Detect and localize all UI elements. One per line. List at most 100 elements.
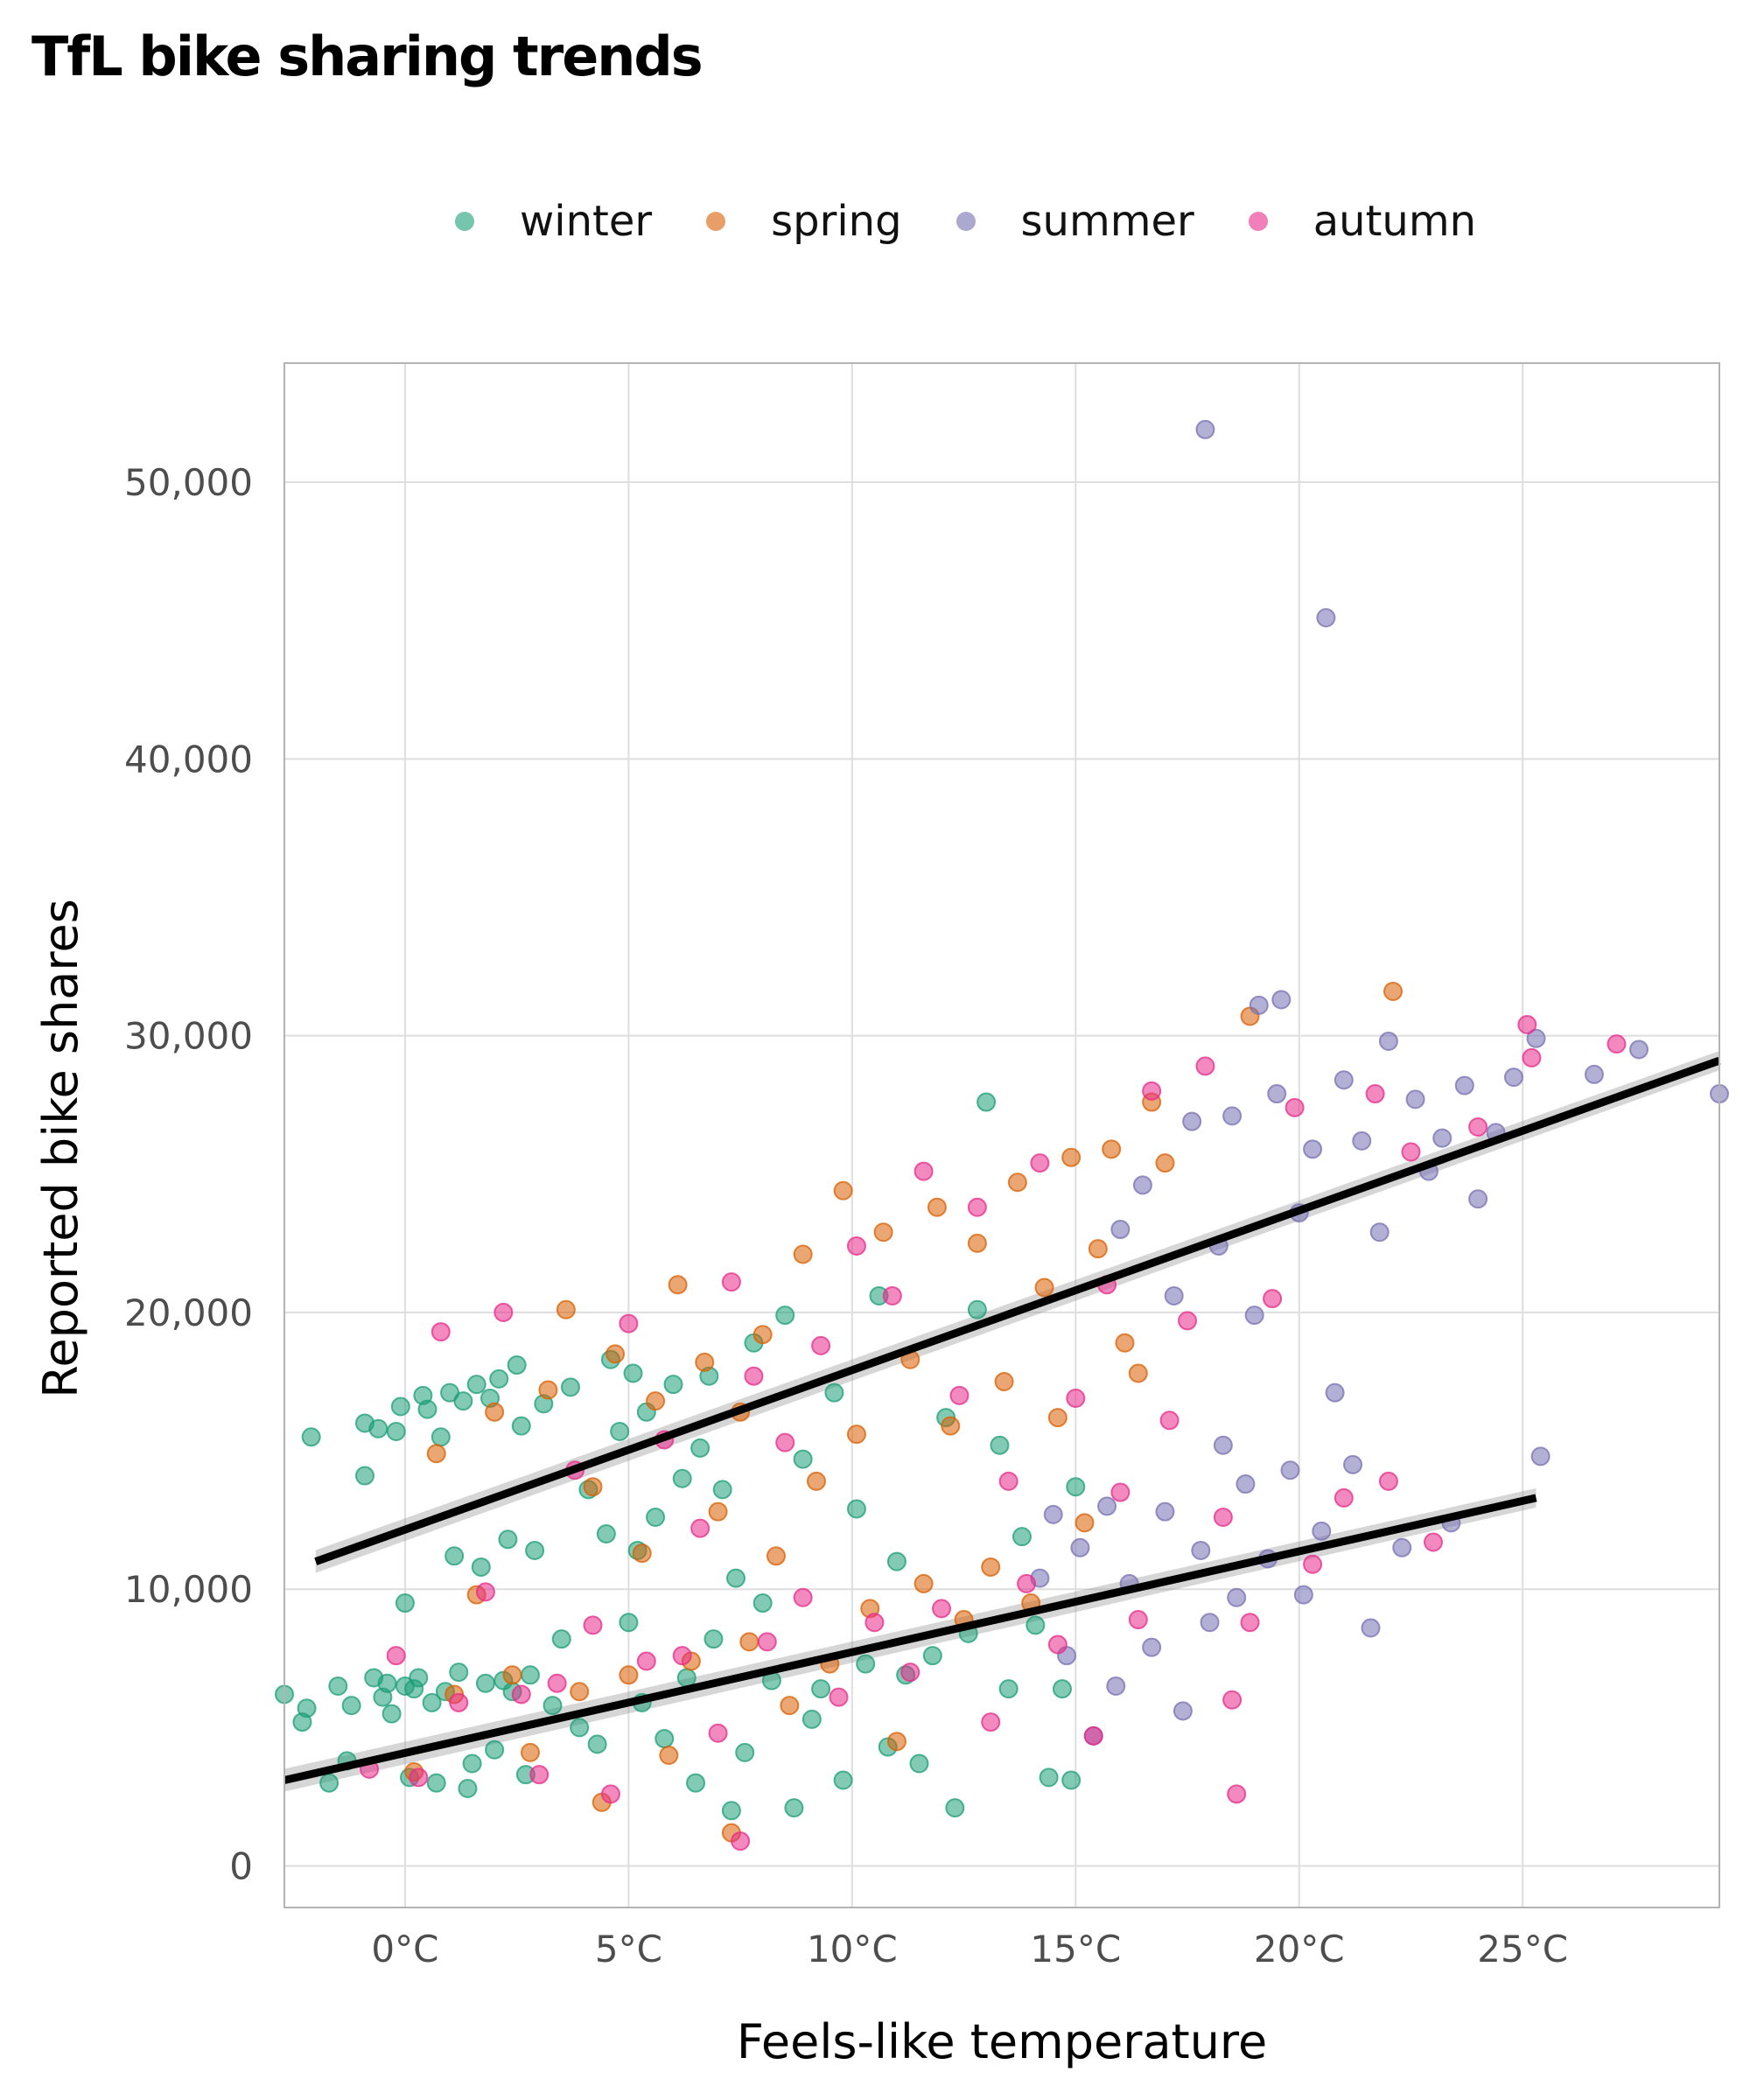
data-point-summer (1097, 1496, 1117, 1516)
data-point-winter (453, 1391, 473, 1411)
y-tick-label: 30,000 (124, 1015, 253, 1058)
legend-marker-summer (956, 212, 976, 231)
legend-item-summer: summer (956, 197, 1194, 246)
data-point-winter (922, 1646, 942, 1666)
data-point-winter (485, 1740, 505, 1760)
data-point-winter (507, 1355, 527, 1376)
data-point-summer (1361, 1618, 1381, 1638)
data-point-autumn (932, 1599, 952, 1619)
data-point-autumn (547, 1673, 567, 1693)
data-point-autumn (1401, 1142, 1421, 1162)
data-point-spring (994, 1372, 1014, 1392)
x-tick-labels: 0°C 5°C 10°C 15°C 20°C 25°C (371, 1928, 1568, 1970)
data-point-autumn (967, 1197, 987, 1217)
data-point-autumn (1365, 1084, 1385, 1104)
data-point-winter (619, 1613, 639, 1633)
x-axis-title: Feels-like temperature (737, 2014, 1267, 2069)
data-point-winter (712, 1480, 732, 1500)
data-point-winter (458, 1778, 478, 1798)
data-point-spring (1383, 982, 1404, 1002)
data-point-spring (1088, 1239, 1108, 1259)
data-point-spring (583, 1477, 603, 1497)
data-point-autumn (1128, 1610, 1148, 1630)
data-point-winter (654, 1729, 675, 1749)
data-point-summer (1106, 1676, 1126, 1696)
data-point-summer (1195, 419, 1215, 439)
data-point-autumn (793, 1587, 813, 1607)
data-point-winter (422, 1692, 442, 1712)
data-point-winter (475, 1673, 495, 1693)
data-point-summer (1316, 608, 1336, 628)
data-point-spring (981, 1557, 1001, 1577)
data-point-winter (1052, 1679, 1072, 1699)
data-point-winter (846, 1499, 866, 1519)
data-point-autumn (386, 1646, 406, 1666)
data-point-spring (538, 1380, 558, 1400)
data-point-winter (466, 1375, 486, 1395)
data-point-winter (856, 1654, 876, 1674)
data-point-autumn (1263, 1289, 1283, 1309)
data-point-winter (833, 1770, 853, 1790)
data-point-winter (551, 1629, 571, 1649)
data-point-winter (471, 1557, 491, 1577)
legend-label-winter: winter (520, 197, 653, 246)
data-point-summer (1312, 1521, 1332, 1541)
data-point-spring (426, 1444, 446, 1464)
data-point-spring (1155, 1153, 1175, 1173)
data-point-spring (1128, 1363, 1148, 1383)
data-point-winter (498, 1530, 518, 1550)
data-point-summer (1182, 1111, 1202, 1131)
data-point-autumn (1142, 1081, 1162, 1101)
data-point-winter (382, 1704, 402, 1724)
data-point-winter (386, 1421, 406, 1441)
data-point-summer (1142, 1637, 1162, 1657)
data-point-summer (1244, 1306, 1264, 1326)
series-summer (1030, 419, 1729, 1746)
chart-title: TfL bike sharing trends (32, 24, 704, 88)
data-point-spring (570, 1682, 590, 1702)
data-point-winter (676, 1668, 696, 1688)
data-point-winter (623, 1363, 643, 1383)
data-point-winter (690, 1438, 710, 1458)
data-point-autumn (775, 1432, 795, 1452)
x-tick-label: 25°C (1477, 1928, 1568, 1970)
data-point-autumn (998, 1471, 1018, 1491)
data-point-summer (1271, 990, 1292, 1010)
data-point-winter (793, 1449, 813, 1469)
data-point-autumn (529, 1765, 550, 1785)
data-point-summer (1352, 1130, 1372, 1151)
data-point-winter (354, 1466, 374, 1486)
data-point-winter (368, 1418, 388, 1438)
data-point-winter (390, 1396, 410, 1417)
data-point-winter (1012, 1527, 1032, 1547)
data-point-autumn (900, 1662, 920, 1683)
data-point-autumn (1047, 1634, 1068, 1655)
data-point-spring (708, 1502, 728, 1522)
data-point-winter (721, 1801, 741, 1821)
data-point-spring (914, 1573, 934, 1593)
data-point-winter (726, 1568, 746, 1588)
y-tick-label: 40,000 (124, 738, 253, 780)
data-point-summer (1280, 1460, 1300, 1480)
data-point-spring (1074, 1513, 1095, 1533)
data-point-winter (587, 1734, 607, 1754)
data-point-summer (1454, 1075, 1474, 1096)
data-point-summer (1222, 1106, 1242, 1126)
data-point-winter (990, 1435, 1010, 1455)
data-point-spring (695, 1352, 715, 1372)
data-point-summer (1530, 1446, 1550, 1466)
data-point-autumn (864, 1613, 885, 1633)
data-point-winter (775, 1306, 795, 1326)
data-point-autumn (1378, 1471, 1398, 1491)
data-point-winter (319, 1773, 340, 1793)
data-point-autumn (1017, 1573, 1037, 1593)
data-point-autumn (1468, 1117, 1488, 1138)
data-point-autumn (1159, 1410, 1180, 1431)
trend-line-layer (284, 1056, 1721, 1784)
data-point-spring (632, 1544, 652, 1564)
data-point-winter (998, 1679, 1018, 1699)
data-point-winter (663, 1375, 683, 1395)
data-point-summer (1043, 1504, 1063, 1524)
data-point-winter (1026, 1615, 1046, 1635)
data-point-autumn (583, 1615, 603, 1635)
